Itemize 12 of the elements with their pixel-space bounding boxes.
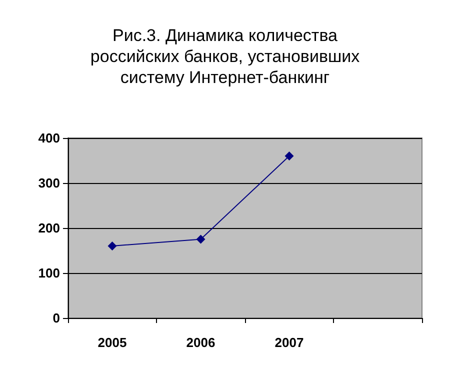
y-tick-label: 200 — [38, 220, 60, 236]
y-tick-label: 300 — [38, 176, 60, 190]
point — [284, 152, 294, 160]
x-tick-label: 2005 — [98, 335, 127, 350]
point — [108, 242, 117, 250]
y-tick-label: 0 — [52, 310, 60, 326]
x-tick-label: 2006 — [186, 335, 216, 350]
chart-title: Рис.3. Динамика количества российских банков, установивших систему Интернет-банкинг — [90, 26, 360, 87]
y-tick-label: 400 — [38, 130, 60, 146]
y-tick-label: 100 — [38, 266, 60, 280]
x-tick-label: 2007 — [274, 335, 304, 350]
point — [196, 234, 206, 244]
